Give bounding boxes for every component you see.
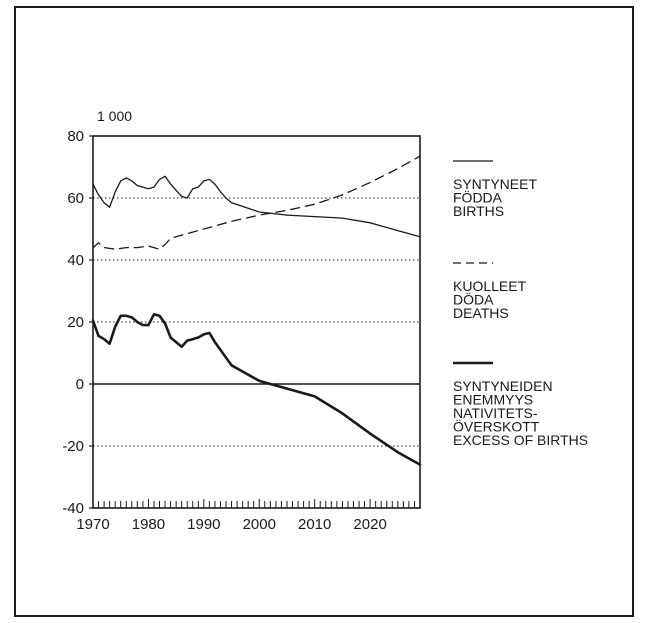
x-tick-label: 1990: [187, 516, 220, 533]
legend-label-births: SYNTYNEET FÖDDA BIRTHS: [453, 176, 537, 219]
legend: SYNTYNEET FÖDDA BIRTHS KUOLLEET DÖDA DEATHS SY…: [453, 160, 588, 448]
y-tick-label: 0: [76, 376, 84, 393]
grid-layer: [93, 197, 420, 447]
y-tick-label: 40: [67, 252, 84, 269]
y-unit-label: 1 000: [97, 108, 132, 124]
x-tick-label: 2020: [353, 516, 386, 533]
chart-frame: [14, 6, 634, 617]
legend-label-deaths: KUOLLEET DÖDA DEATHS: [453, 278, 527, 321]
x-tick-label: 1970: [76, 516, 109, 533]
y-tick-label: 60: [67, 190, 84, 207]
y-tick-label: 80: [67, 128, 84, 145]
series-layer: [91, 155, 422, 466]
y-tick-label: -20: [62, 438, 84, 455]
x-tick-label: 2010: [298, 516, 331, 533]
legend-label-excess: SYNTYNEIDEN ENEMMYYS NATIVITETS-ÖVERSKOTT E…: [453, 378, 588, 448]
y-tick-label: -40: [62, 500, 84, 517]
series-line-births: [92, 175, 421, 238]
x-tick-label: 2000: [243, 516, 276, 533]
x-tick-label: 1980: [132, 516, 165, 533]
series-line-excess: [91, 313, 422, 466]
series-line-deaths: [92, 155, 421, 250]
y-tick-label: 20: [67, 314, 84, 331]
